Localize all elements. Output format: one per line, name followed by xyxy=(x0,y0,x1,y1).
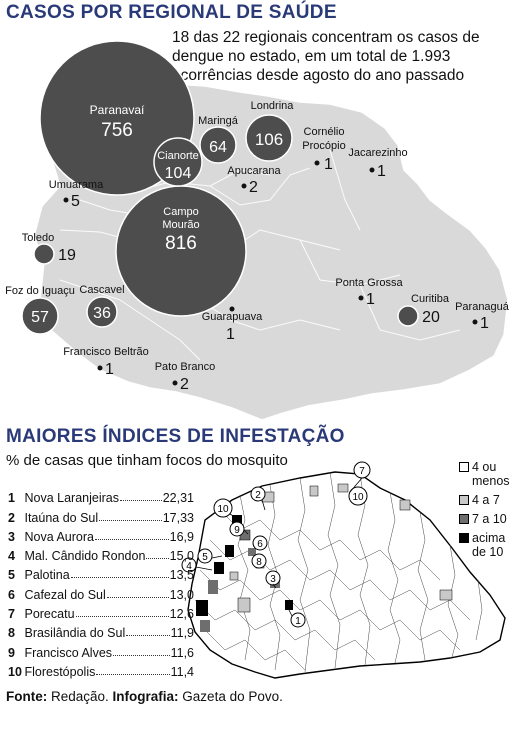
ranking-row: 1 Nova Laranjeiras 22,31 xyxy=(8,491,194,506)
region-jacarezinho: Jacarezinho 1 xyxy=(348,147,407,180)
label-francisco-beltrao: Francisco Beltrão xyxy=(63,346,149,358)
region-pato-branco: Pato Branco 2 xyxy=(155,361,216,393)
label-jacarezinho: Jacarezinho xyxy=(348,147,407,159)
svg-text:5: 5 xyxy=(202,552,208,563)
label-foz: Foz do Iguaçu xyxy=(5,285,75,297)
bubble-cascavel: Cascavel 36 xyxy=(79,284,125,328)
svg-text:6: 6 xyxy=(257,539,263,550)
svg-text:10: 10 xyxy=(217,504,229,515)
intro-text: 18 das 22 regionais concentram os casos … xyxy=(172,29,480,84)
legend-item: 7 a 10 xyxy=(459,512,517,526)
label-maringa: Maringá xyxy=(198,115,239,127)
value-paranavai: 756 xyxy=(101,120,133,141)
callout-lines xyxy=(195,477,363,617)
infestation-callouts: 7 10 2 10 9 6 5 8 4 3 1 xyxy=(181,461,371,628)
ranking-row: 10 Florestópolis 11,4 xyxy=(8,664,194,679)
label-apucarana: Apucarana xyxy=(227,165,281,177)
value-jacarezinho: 1 xyxy=(377,163,386,180)
label-cascavel: Cascavel xyxy=(79,284,124,296)
ranking-row: 9 Francisco Alves 11,6 xyxy=(8,645,194,660)
ranking-list: 1 Nova Laranjeiras 22,31 2 Itaúna do Sul 1… xyxy=(8,486,194,679)
source-credit: Fonte: Redação. Infografia: Gazeta do Po… xyxy=(6,689,283,704)
ranking-row: 6 Cafezal do Sul 13,0 xyxy=(8,587,194,602)
region-ponta-grossa: Ponta Grossa 1 xyxy=(335,277,403,308)
svg-text:9: 9 xyxy=(234,525,240,536)
infestation-subtitle: % de casas que tinham focos do mosquito xyxy=(6,452,288,469)
label-paranavai: Paranavaí xyxy=(90,103,145,117)
value-paranagua: 1 xyxy=(480,315,489,332)
map-legend: 4 ou menos 4 a 7 7 a 10 acima de 10 xyxy=(459,460,517,564)
legend-item: 4 a 7 xyxy=(459,493,517,507)
value-francisco-beltrao: 1 xyxy=(105,361,114,378)
infestation-title: MAIORES ÍNDICES DE INFESTAÇÃO xyxy=(6,426,345,447)
ranking-row: 2 Itaúna do Sul 17,33 xyxy=(8,510,194,525)
region-paranagua: Paranaguá 1 xyxy=(455,301,510,332)
ranking-row: 3 Nova Aurora 16,9 xyxy=(8,529,194,544)
bubble-foz: Foz do Iguaçu 57 xyxy=(5,285,75,335)
map-title: CASOS POR REGIONAL DE SAÚDE xyxy=(6,2,337,23)
label-guarapuava: Guarapuava xyxy=(202,311,263,323)
svg-text:8: 8 xyxy=(256,557,262,568)
value-cascavel: 36 xyxy=(93,305,111,322)
svg-text:4: 4 xyxy=(186,561,192,572)
value-ponta-grossa: 1 xyxy=(366,291,375,308)
region-guarapuava: Guarapuava 1 xyxy=(202,306,263,343)
ranking-row: 8 Brasilândia do Sul 11,9 xyxy=(8,626,194,641)
value-foz: 57 xyxy=(31,309,49,326)
svg-text:2: 2 xyxy=(255,490,261,501)
region-umuarama: Umuarama 5 xyxy=(49,179,104,210)
value-umuarama: 5 xyxy=(71,193,80,210)
value-curitiba: 20 xyxy=(422,309,440,326)
label-londrina: Londrina xyxy=(251,100,295,112)
label-umuarama: Umuarama xyxy=(49,179,104,191)
municipal-map: 7 10 2 10 9 6 5 8 4 3 1 xyxy=(181,461,506,679)
bubble-londrina: Londrina 106 xyxy=(245,100,295,162)
legend-item: 4 ou menos xyxy=(459,460,517,488)
value-toledo: 19 xyxy=(58,247,76,264)
region-francisco-beltrao: Francisco Beltrão 1 xyxy=(63,346,149,378)
value-londrina: 106 xyxy=(255,130,283,149)
label-campo: Campo Mourão xyxy=(162,206,199,231)
svg-text:3: 3 xyxy=(270,574,276,585)
value-maringa: 64 xyxy=(209,139,227,156)
bubble-maringa: Maringá 64 xyxy=(198,115,239,164)
value-cianorte: 104 xyxy=(165,165,192,182)
value-campo: 816 xyxy=(165,233,197,254)
svg-text:Procópio: Procópio xyxy=(302,140,345,152)
region-apucarana: Apucarana 2 xyxy=(227,165,281,196)
bubble-toledo: Toledo 19 xyxy=(22,232,76,265)
bubble-campo-mourao: Campo Mourão 816 xyxy=(115,185,247,317)
value-apucarana: 2 xyxy=(249,179,258,196)
label-curitiba: Curitiba xyxy=(411,293,450,305)
ranking-row: 7 Porecatu 12,6 xyxy=(8,607,194,622)
value-cornelio: 1 xyxy=(324,156,333,173)
label-ponta-grossa: Ponta Grossa xyxy=(335,277,403,289)
bubble-cianorte: Cianorte 104 xyxy=(153,137,203,187)
small-regions: Cornélio Procópio 1 Jacarezinho 1 Umuara… xyxy=(49,126,510,393)
label-paranagua: Paranaguá xyxy=(455,301,510,313)
svg-text:7: 7 xyxy=(359,466,365,477)
svg-text:1: 1 xyxy=(295,616,301,627)
svg-text:10: 10 xyxy=(352,492,364,503)
legend-item: acima de 10 xyxy=(459,531,517,559)
label-pato-branco: Pato Branco xyxy=(155,361,216,373)
value-pato-branco: 2 xyxy=(180,376,189,393)
label-cianorte: Cianorte xyxy=(157,150,199,162)
ranking-row: 4 Mal. Cândido Rondon 15,0 xyxy=(8,549,194,564)
label-toledo: Toledo xyxy=(22,232,54,244)
region-cornelio: Cornélio Procópio 1 xyxy=(302,126,345,173)
ranking-row: 5 Palotina 13,5 xyxy=(8,568,194,583)
bubble-curitiba: Curitiba 20 xyxy=(397,293,450,327)
svg-text:Cornélio: Cornélio xyxy=(304,126,345,138)
value-guarapuava: 1 xyxy=(226,326,235,343)
